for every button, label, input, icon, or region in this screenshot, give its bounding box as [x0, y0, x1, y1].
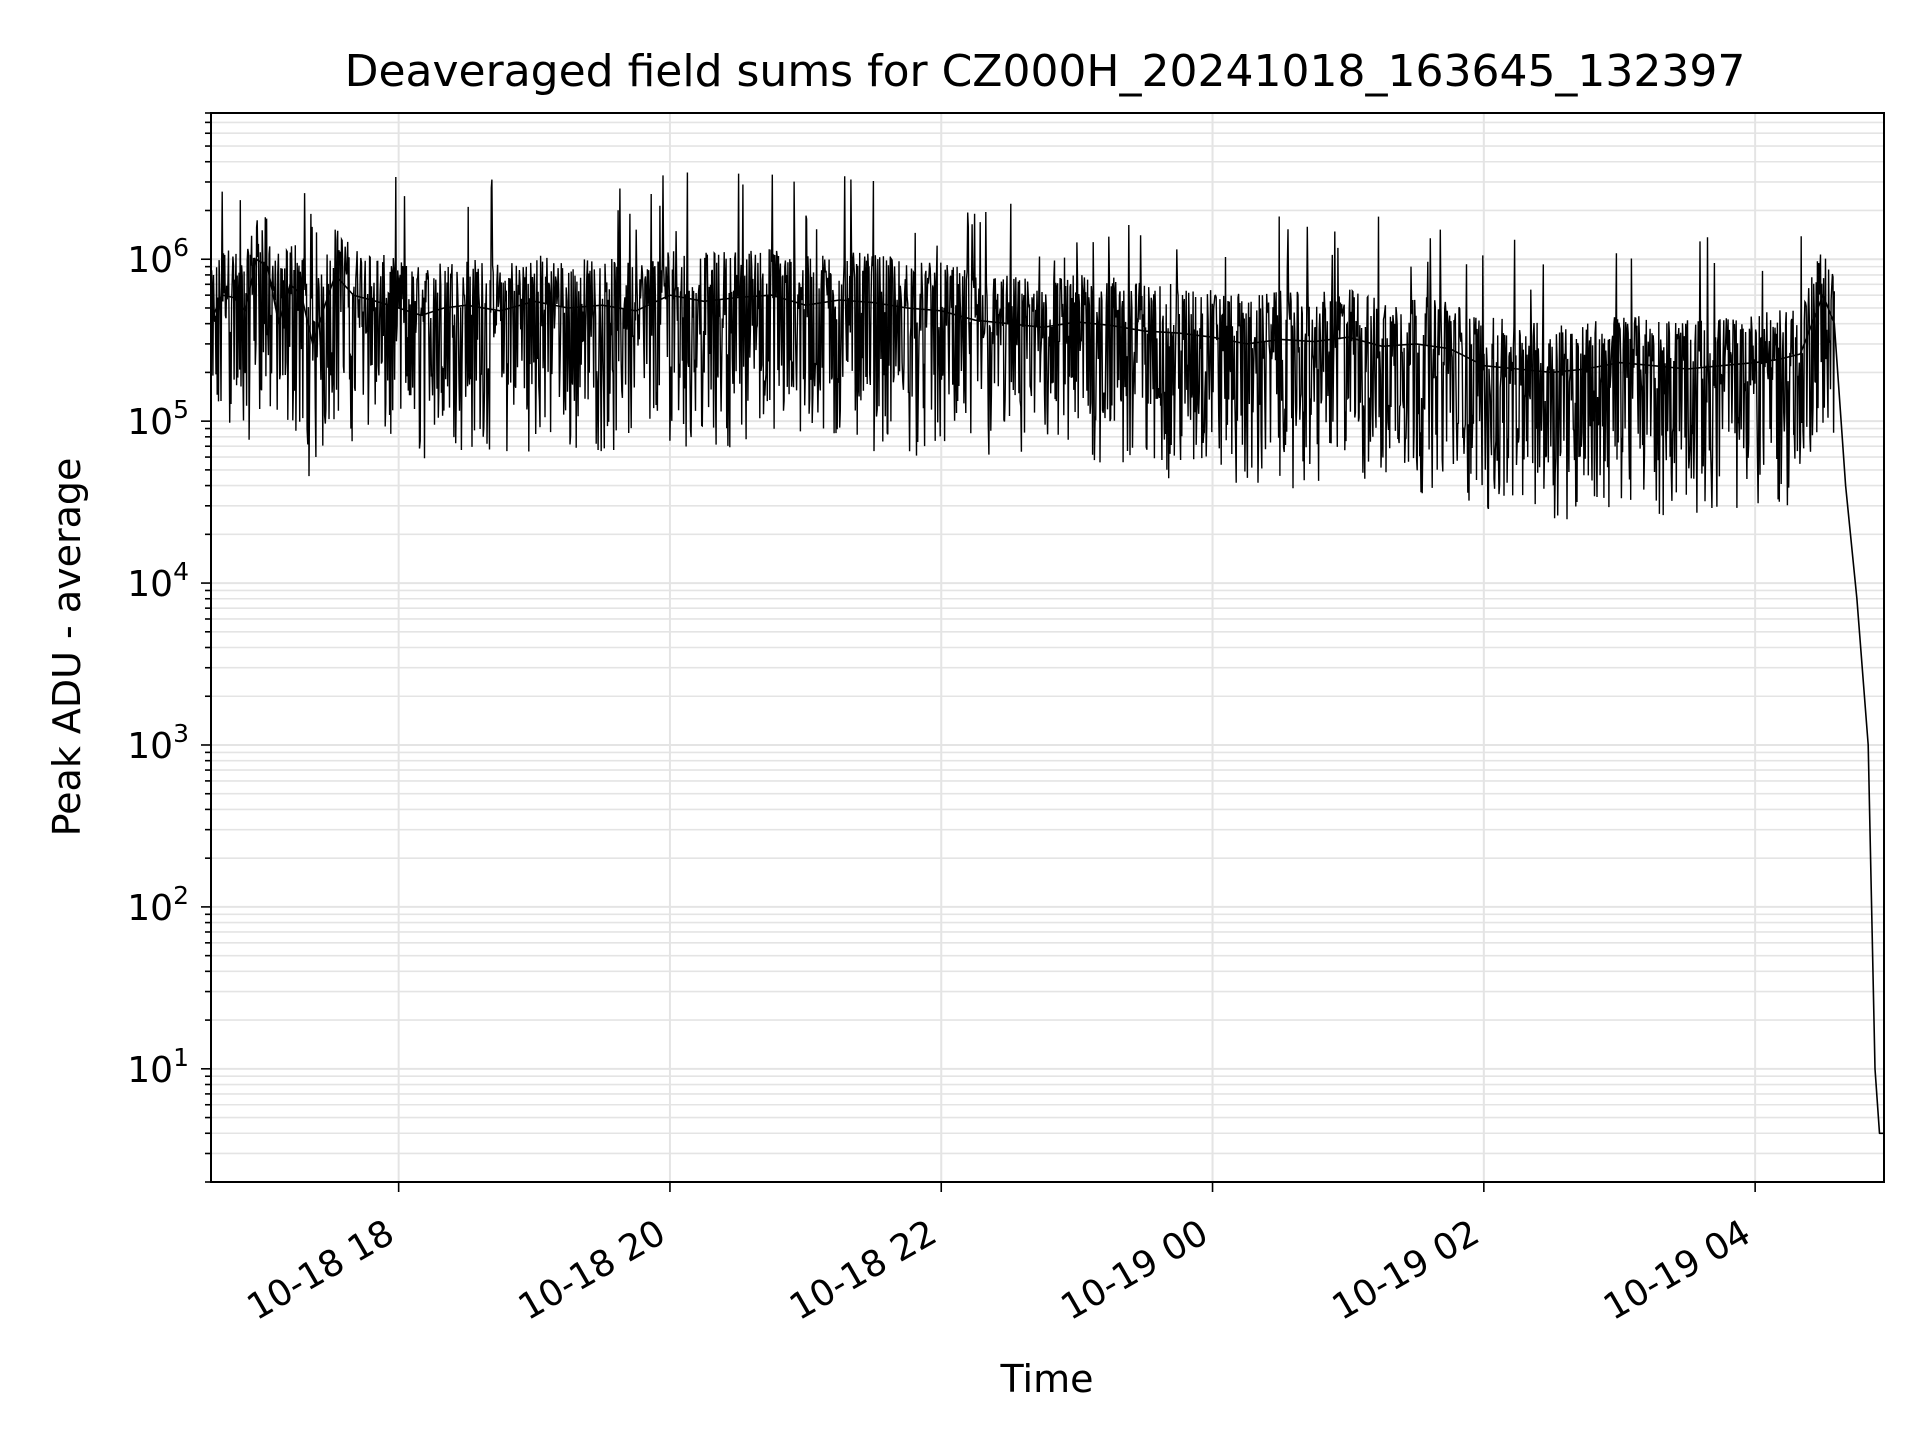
x-axis: 10-18 18 10-18 20 10-18 22 10-19 00 10-19 02… — [240, 1182, 1758, 1329]
y-tick-label: 105 — [127, 395, 189, 443]
chart-title: Deaveraged field sums for CZ000H_2024101… — [345, 46, 1746, 97]
y-tick-label: 104 — [127, 557, 189, 605]
series-trace — [210, 172, 1835, 520]
x-axis-label: Time — [1000, 1357, 1094, 1401]
x-tick-label: 10-18 18 — [240, 1212, 401, 1328]
series-line — [210, 258, 1884, 1135]
x-tick-label: 10-19 04 — [1597, 1212, 1758, 1328]
y-tick-label: 106 — [127, 233, 189, 281]
y-tick-label: 103 — [127, 719, 189, 767]
y-tick-label: 101 — [127, 1043, 189, 1091]
series-noise — [210, 172, 1835, 520]
x-tick-label: 10-19 02 — [1326, 1212, 1487, 1328]
y-axis-label: Peak ADU - average — [45, 458, 89, 837]
y-tick-label: 102 — [127, 881, 189, 929]
x-tick-label: 10-18 20 — [512, 1212, 673, 1328]
grid — [211, 112, 1884, 1183]
x-tick-label: 10-18 22 — [783, 1212, 944, 1328]
x-tick-label: 10-19 00 — [1054, 1212, 1215, 1328]
y-axis: 101 102 103 104 105 106 — [127, 112, 211, 1183]
